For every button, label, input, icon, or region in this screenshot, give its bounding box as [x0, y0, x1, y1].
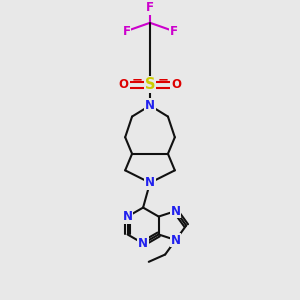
Text: N: N [123, 210, 133, 223]
Text: O: O [119, 78, 129, 91]
Text: O: O [171, 78, 181, 91]
Text: S: S [145, 77, 155, 92]
Text: N: N [145, 176, 155, 189]
Text: =: = [158, 75, 169, 88]
Text: N: N [171, 205, 181, 218]
Text: N: N [145, 99, 155, 112]
Text: F: F [169, 25, 177, 38]
Text: =: = [131, 75, 142, 88]
Text: N: N [138, 237, 148, 250]
Text: F: F [146, 1, 154, 14]
Text: N: N [171, 233, 181, 247]
Text: F: F [123, 25, 130, 38]
